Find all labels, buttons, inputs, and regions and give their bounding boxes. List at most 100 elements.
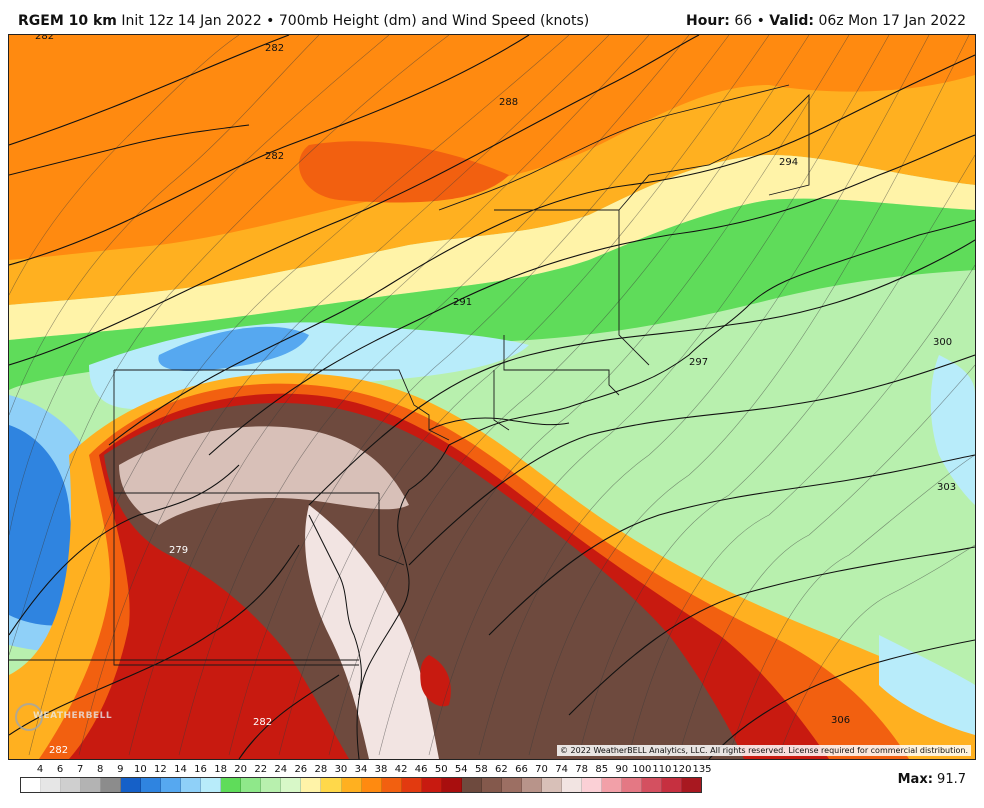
colorbar-tick-label: 54: [454, 764, 468, 775]
colorbar-swatch: [121, 778, 142, 792]
colorbar-swatch: [141, 778, 162, 792]
colorbar-swatch: [581, 778, 602, 792]
colorbar-swatch: [481, 778, 502, 792]
coastlines: [9, 124, 975, 759]
logo-text: WEATHERBELL: [33, 711, 113, 721]
colorbar-tick-label: 22: [254, 764, 268, 775]
colorbar-swatch: [621, 778, 642, 792]
wind-band-blue: [158, 326, 309, 372]
colorbar-tick-label: 34: [354, 764, 368, 775]
colorbar-tick-label: 7: [76, 764, 84, 775]
colorbar-tick-label: 10: [133, 764, 147, 775]
colorbar-swatch: [541, 778, 562, 792]
model-name: RGEM 10 km: [18, 13, 117, 29]
wind-band-pink-streak: [305, 505, 439, 759]
forecast-map[interactable]: 282 282 282 288 291 294 297 300 303 306 …: [8, 34, 976, 760]
colorbar-tick-label: 24: [274, 764, 288, 775]
valid-value: 06z Mon 17 Jan 2022: [818, 13, 966, 29]
colorbar-swatch: [321, 778, 342, 792]
colorbar-swatch: [21, 778, 42, 792]
run-description: Init 12z 14 Jan 2022 • 700mb Height (dm)…: [121, 13, 590, 29]
colorbar-tick-label: 42: [394, 764, 408, 775]
weatherbell-logo: WEATHERBELL: [15, 703, 112, 737]
colorbar-swatch: [601, 778, 622, 792]
wind-spot-red: [420, 655, 451, 707]
wind-band-southeast-light-blue: [879, 635, 975, 735]
colorbar-tick-label: 74: [555, 764, 568, 775]
contour-label: 282: [49, 745, 68, 756]
colorbar-swatch: [662, 778, 683, 792]
contour-label: 282: [265, 43, 284, 54]
colorbar-swatch: [161, 778, 182, 792]
wind-speed-colorbar: 4 6 7 8 9 10 12 14 16 18 20 22 24 26 28 30 34 38 42 46 50 54 5…: [20, 764, 712, 793]
colorbar-swatch: [41, 778, 62, 792]
colorbar-tick-label: 78: [575, 764, 589, 775]
colorbar-tick-label: 50: [434, 764, 448, 775]
contour-label: 282: [253, 717, 272, 728]
contour-label: 306: [831, 715, 850, 726]
colorbar-swatch: [421, 778, 442, 792]
colorbar-swatch: [682, 778, 702, 792]
wind-band-yellow-north: [9, 155, 975, 340]
colorbar-swatch: [361, 778, 382, 792]
chart-title: RGEM 10 km Init 12z 14 Jan 2022 • 700mb …: [18, 13, 589, 29]
valid-time: Hour: 66 • Valid: 06z Mon 17 Jan 2022: [686, 13, 966, 29]
colorbar-tick-label: 70: [535, 764, 548, 775]
colorbar-tick-label: 14: [174, 764, 187, 775]
colorbar-tick-label: 110: [652, 764, 672, 775]
colorbar-swatch: [381, 778, 402, 792]
wind-band-east-light-blue: [930, 355, 975, 505]
colorbar-tick-label: 18: [214, 764, 227, 775]
colorbar-swatch: [61, 778, 82, 792]
colorbar-swatch: [501, 778, 522, 792]
contour-label: 288: [499, 97, 518, 108]
colorbar-tick-label: 58: [474, 764, 488, 775]
colorbar-swatch: [261, 778, 282, 792]
valid-label: Valid:: [769, 13, 815, 29]
colorbar-swatch: [461, 778, 482, 792]
state-boundaries: [9, 84, 810, 666]
logo-ring-icon: [15, 703, 43, 731]
colorbar-swatch: [181, 778, 202, 792]
colorbar-swatch: [341, 778, 362, 792]
colorbar-tick-label: 9: [117, 764, 124, 775]
contour-label: 282: [265, 151, 284, 162]
colorbar-swatch: [221, 778, 242, 792]
contour-label: 282: [35, 35, 54, 42]
colorbar-tick-label: 66: [515, 764, 528, 775]
height-contours: [9, 35, 975, 759]
colorbar-tick-label: 16: [194, 764, 207, 775]
colorbar-swatch: [561, 778, 582, 792]
max-number: 91.7: [937, 772, 966, 787]
colorbar-swatch: [101, 778, 122, 792]
contour-label: 297: [689, 357, 708, 368]
colorbar-swatch: [201, 778, 222, 792]
contour-label: 291: [453, 297, 472, 308]
colorbar-tick-label: 90: [615, 764, 629, 775]
max-value: Max: 91.7: [898, 772, 966, 787]
colorbar-swatch: [401, 778, 422, 792]
colorbar-tick-label: 38: [374, 764, 388, 775]
colorbar-tick-label: 62: [495, 764, 508, 775]
colorbar-swatch: [641, 778, 662, 792]
colorbar-tick-label: 12: [154, 764, 167, 775]
colorbar-swatch: [301, 778, 322, 792]
hour-label: Hour:: [686, 13, 730, 29]
contour-label-group: 282 282 282 288 291 294 297 300 303 306 …: [35, 35, 956, 756]
colorbar-swatches: [20, 777, 702, 793]
colorbar-tick-label: 30: [334, 764, 348, 775]
colorbar-tick-label: 100: [632, 764, 652, 775]
colorbar-swatch: [241, 778, 262, 792]
max-label: Max:: [897, 772, 933, 787]
colorbar-tick-label: 6: [56, 764, 64, 775]
colorbar-tick-label: 8: [97, 764, 104, 775]
colorbar-tick-label: 26: [294, 764, 308, 775]
colorbar-tick-label: 85: [595, 764, 609, 775]
map-canvas: 282 282 282 288 291 294 297 300 303 306 …: [9, 35, 975, 759]
wind-band-west-deep-blue: [9, 425, 83, 626]
colorbar-swatch: [521, 778, 542, 792]
wind-streamlines: [9, 35, 975, 756]
hour-value: 66 •: [734, 13, 765, 29]
contour-label: 300: [933, 337, 952, 348]
colorbar-tick-label: 120: [672, 764, 692, 775]
